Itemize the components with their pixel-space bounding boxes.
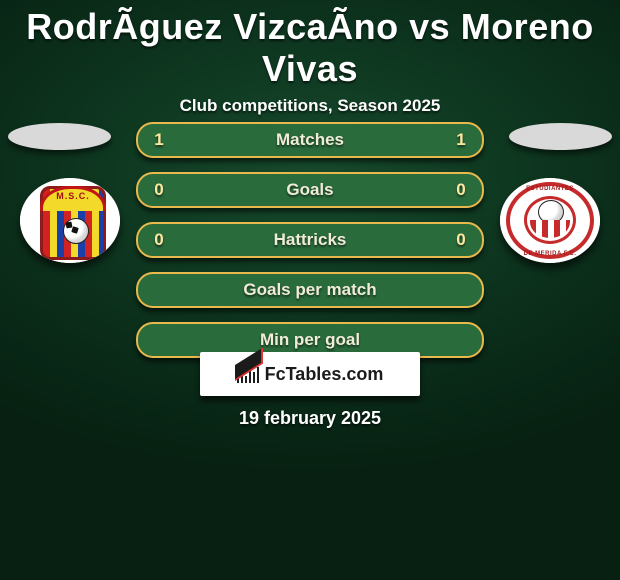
stat-matches-right: 1 (454, 130, 468, 150)
club-badge-left-abbr: M.S.C. (40, 191, 106, 201)
stats-column: 1 Matches 1 0 Goals 0 0 Hattricks 0 Goal… (136, 122, 484, 372)
h2h-infographic: RodrÃ­guez VizcaÃ­no vs Moreno Vivas Clu… (0, 0, 620, 580)
club-badge-left-art: M.S.C. (20, 178, 120, 263)
stat-goals-left: 0 (152, 180, 166, 200)
player-left-placeholder (8, 123, 111, 150)
stat-mpg-label: Min per goal (138, 330, 482, 350)
club-badge-left: M.S.C. (20, 178, 120, 263)
stat-row-gpm: Goals per match (136, 272, 484, 308)
stat-goals-label: Goals (138, 180, 482, 200)
stat-matches-label: Matches (138, 130, 482, 150)
club-badge-right: ESTUDIANTES DE MERIDA F.C. (500, 178, 600, 263)
brand-link[interactable]: FcTables.com (200, 352, 420, 396)
player-right-placeholder (509, 123, 612, 150)
club-badge-right-text-top: ESTUDIANTES (500, 186, 600, 192)
stat-row-matches: 1 Matches 1 (136, 122, 484, 158)
infographic-date: 19 february 2025 (0, 408, 620, 429)
stat-matches-left: 1 (152, 130, 166, 150)
club-badge-right-text-bottom: DE MERIDA F.C. (500, 251, 600, 257)
brand-logo-icon (237, 365, 259, 383)
brand-text: FcTables.com (265, 364, 384, 385)
stat-row-hattricks: 0 Hattricks 0 (136, 222, 484, 258)
page-title: RodrÃ­guez VizcaÃ­no vs Moreno Vivas (0, 0, 620, 90)
stat-hattricks-left: 0 (152, 230, 166, 250)
stat-row-goals: 0 Goals 0 (136, 172, 484, 208)
stat-hattricks-right: 0 (454, 230, 468, 250)
stat-hattricks-label: Hattricks (138, 230, 482, 250)
stat-gpm-label: Goals per match (138, 280, 482, 300)
page-subtitle: Club competitions, Season 2025 (0, 96, 620, 116)
stat-goals-right: 0 (454, 180, 468, 200)
club-badge-right-art: ESTUDIANTES DE MERIDA F.C. (500, 178, 600, 263)
